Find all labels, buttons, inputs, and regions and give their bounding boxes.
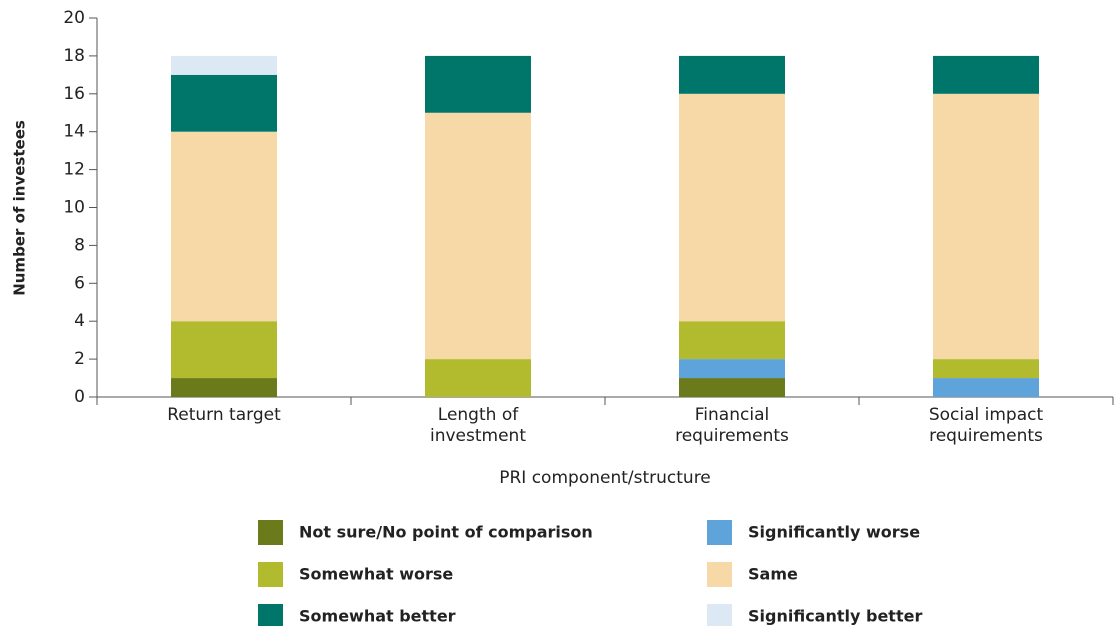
x-tick-label: Financial requirements: [675, 405, 789, 446]
bar-segment: [679, 93, 785, 322]
bar-segment: [933, 93, 1039, 360]
legend-swatch: [258, 562, 283, 587]
x-tick-label: Length of investment: [430, 405, 526, 446]
bar-segment: [679, 359, 785, 379]
bar-segment: [425, 359, 531, 397]
y-tick-label: 16: [63, 84, 85, 104]
bar-segment: [933, 55, 1039, 94]
legend-label: Significantly worse: [748, 523, 920, 542]
x-axis-title: PRI component/structure: [499, 468, 711, 488]
bar-segment: [171, 321, 277, 379]
bar-segment: [171, 55, 277, 75]
bar-segment: [679, 55, 785, 94]
legend-label: Same: [748, 565, 798, 584]
y-tick-label: 20: [63, 8, 85, 28]
y-axis-title: Number of investees: [11, 120, 29, 296]
legend-label: Somewhat better: [299, 607, 456, 626]
bar-segment: [933, 359, 1039, 379]
y-tick-label: 14: [63, 122, 85, 142]
legend-swatch: [707, 562, 732, 587]
y-tick-label: 4: [74, 311, 85, 331]
legend-swatch: [707, 520, 732, 545]
y-tick-label: 8: [74, 235, 85, 255]
legend-swatch: [707, 604, 732, 626]
bar-segment: [425, 55, 531, 113]
bar-segment: [171, 131, 277, 322]
x-tick-label: Social impact requirements: [928, 405, 1044, 446]
y-tick-label: 2: [74, 349, 85, 369]
bar-segment: [425, 112, 531, 360]
bar-segment: [679, 378, 785, 397]
y-tick-label: 18: [63, 46, 85, 66]
legend-swatch: [258, 520, 283, 545]
y-tick-label: 12: [63, 160, 85, 180]
legend-label: Not sure/No point of comparison: [299, 523, 593, 542]
x-tick-label: Return target: [167, 405, 281, 425]
y-tick-label: 0: [74, 387, 85, 407]
bar-segment: [933, 378, 1039, 397]
bar-segment: [171, 378, 277, 397]
y-tick-label: 10: [63, 198, 85, 218]
legend-label: Significantly better: [748, 607, 922, 626]
y-tick-label: 6: [74, 273, 85, 293]
bar-segment: [171, 74, 277, 132]
legend-label: Somewhat worse: [299, 565, 453, 584]
bar-segment: [679, 321, 785, 360]
legend-swatch: [258, 604, 283, 626]
